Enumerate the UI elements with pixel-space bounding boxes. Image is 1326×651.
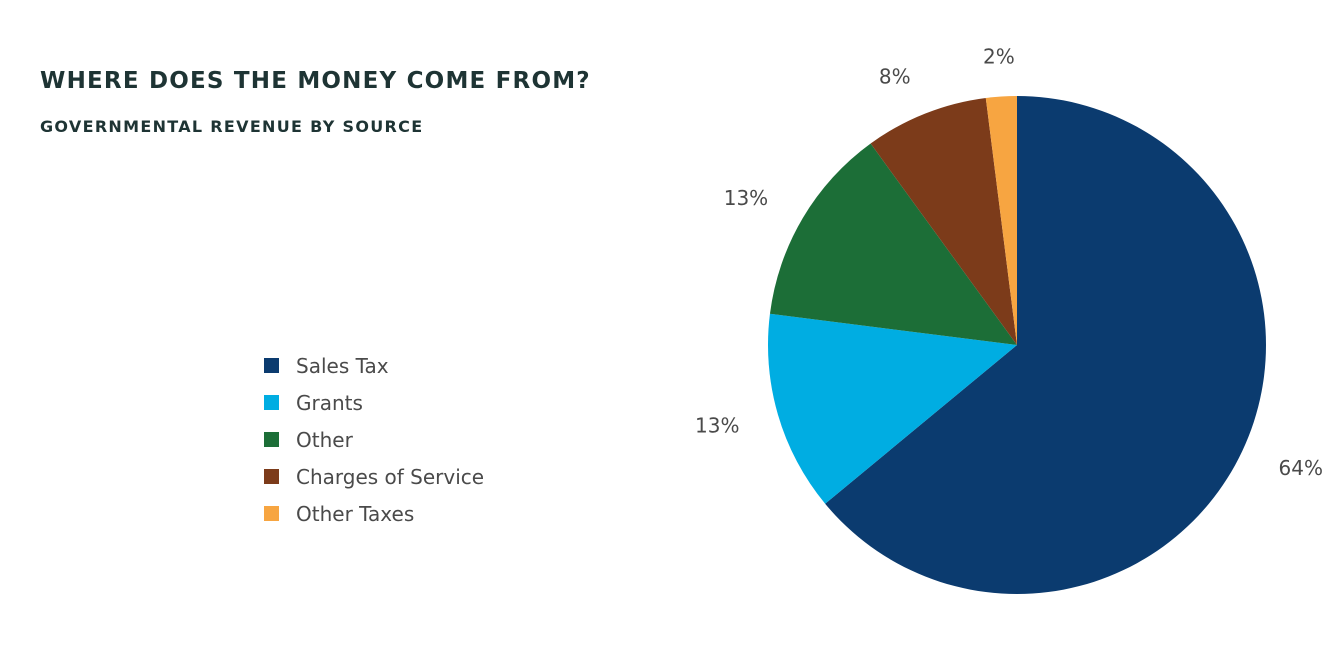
chart-title: WHERE DOES THE MONEY COME FROM? [40,68,591,94]
pie-slice-charges-of-service [870,97,1017,346]
legend-swatch [264,358,279,373]
legend-swatch [264,506,279,521]
pie-slices [767,95,1266,594]
legend-label: Other Taxes [296,501,415,526]
legend-label: Sales Tax [296,353,389,378]
legend-label: Grants [296,390,363,415]
legend-swatch [264,432,279,447]
chart-subtitle: GOVERNMENTAL REVENUE BY SOURCE [40,117,424,136]
pie-slice-sales-tax [825,96,1266,594]
slice-label-other-taxes: 2% [983,45,1015,69]
pie-slice-grants [767,313,1017,504]
legend-item-other-taxes: Other Taxes [264,495,484,532]
legend-swatch [264,395,279,410]
chart-legend: Sales Tax Grants Other Charges of Servic… [264,347,484,532]
slice-label-grants: 13% [695,414,739,438]
legend-item-sales-tax: Sales Tax [264,347,484,384]
legend-item-grants: Grants [264,384,484,421]
pie-slice-other [769,143,1017,345]
slice-label-charges-of-service: 8% [879,64,911,88]
legend-item-other: Other [264,421,484,458]
legend-label: Other [296,427,353,452]
pie-labels: 64% 13% 13% 8% 2% [695,45,1323,481]
legend-swatch [264,469,279,484]
legend-item-charges-of-service: Charges of Service [264,458,484,495]
legend-label: Charges of Service [296,464,485,489]
pie-slice-other-taxes [985,95,1017,345]
slice-label-sales-tax: 64% [1279,456,1323,480]
slice-label-other: 13% [724,186,768,210]
